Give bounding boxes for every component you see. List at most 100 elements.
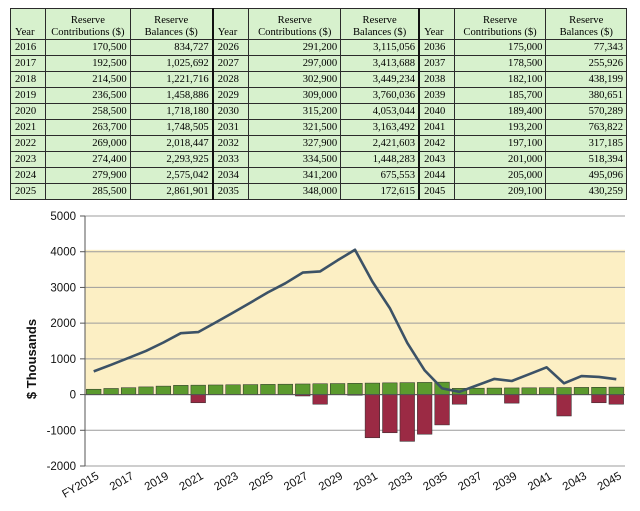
- cell-year: 2026: [211, 39, 250, 56]
- reserve-table: Year Reserve Contributions ($) Reserve Balan…: [9, 8, 627, 200]
- balance-line: [93, 248, 617, 394]
- cell-balance: 3,760,036: [340, 87, 420, 104]
- expense-bar: [434, 394, 450, 426]
- contribution-bar: [469, 387, 485, 395]
- y-tick-label: 4000: [50, 247, 76, 259]
- header-contrib: Reserve Contributions ($): [248, 8, 342, 40]
- cell-balance: 3,115,056: [340, 39, 420, 56]
- cell-contribution: 192,500: [45, 55, 131, 72]
- x-tick-label: 2039: [491, 470, 519, 493]
- cell-contribution: 274,400: [45, 151, 131, 168]
- table-row: 2017 192,500 1,025,692 2027 297,000 3,413,688…: [9, 55, 627, 72]
- contribution-bar: [208, 384, 224, 395]
- y-tick-label: 1000: [50, 354, 76, 366]
- cell-balance: 1,748,505: [129, 119, 214, 136]
- contribution-bar: [382, 382, 398, 395]
- y-tick-label: 3000: [50, 282, 76, 294]
- cell-year: 2018: [9, 71, 47, 88]
- contribution-bar: [364, 382, 380, 395]
- cell-balance: 1,718,180: [129, 103, 214, 120]
- contribution-bar: [190, 384, 206, 395]
- cell-contribution: 341,200: [248, 167, 342, 184]
- cell-year: 2017: [9, 55, 47, 72]
- expense-bar: [190, 394, 206, 404]
- cell-year: 2032: [211, 135, 250, 152]
- cell-year: 2024: [9, 167, 47, 184]
- cell-balance: 2,421,603: [340, 135, 420, 152]
- cell-balance: 430,259: [545, 183, 627, 200]
- cell-balance: 1,458,886: [129, 87, 214, 104]
- header-balance: Reserve Balances ($): [340, 8, 420, 40]
- table-row: 2023 274,400 2,293,925 2033 334,500 1,448,283…: [9, 151, 627, 168]
- contribution-bar: [173, 385, 189, 395]
- expense-bar: [556, 394, 572, 417]
- expense-bar: [382, 394, 398, 434]
- cell-contribution: 189,400: [453, 103, 547, 120]
- contribution-bar: [417, 382, 433, 395]
- cell-balance: 1,025,692: [129, 55, 214, 72]
- expense-bar: [364, 394, 380, 439]
- contribution-bar: [608, 386, 624, 395]
- y-tick-label: 5000: [50, 211, 76, 223]
- cell-year: 2033: [211, 151, 250, 168]
- table-row: 2020 258,500 1,718,180 2030 315,200 4,053,044…: [9, 103, 627, 120]
- contribution-bar: [504, 387, 520, 395]
- cell-balance: 4,053,044: [340, 103, 420, 120]
- contribution-bar: [330, 383, 346, 395]
- x-tick-label: 2033: [387, 470, 415, 493]
- expense-bar: [608, 394, 624, 405]
- cell-year: 2027: [211, 55, 250, 72]
- x-tick-label: 2045: [596, 470, 624, 493]
- x-tick-label: 2021: [178, 470, 206, 493]
- header-year: Year: [9, 8, 47, 40]
- contribution-bar: [138, 386, 154, 395]
- contribution-bar: [556, 387, 572, 395]
- cell-contribution: 209,100: [453, 183, 547, 200]
- cell-contribution: 309,000: [248, 87, 342, 104]
- cell-contribution: 334,500: [248, 151, 342, 168]
- contribution-bar: [155, 385, 171, 395]
- table-row: 2016 170,500 834,727 2026 291,200 3,115,056 20…: [9, 39, 627, 56]
- cell-year: 2022: [9, 135, 47, 152]
- contribution-bar: [295, 383, 311, 395]
- reserve-band: [85, 249, 625, 395]
- cell-contribution: 236,500: [45, 87, 131, 104]
- cell-year: 2036: [418, 39, 455, 56]
- cell-year: 2030: [211, 103, 250, 120]
- expense-bar: [312, 394, 328, 405]
- cell-balance: 3,413,688: [340, 55, 420, 72]
- cell-year: 2037: [418, 55, 455, 72]
- cell-contribution: 258,500: [45, 103, 131, 120]
- x-tick-label: 2041: [526, 470, 554, 493]
- cell-year: 2041: [418, 119, 455, 136]
- cell-balance: 2,861,901: [129, 183, 214, 200]
- cell-contribution: 302,900: [248, 71, 342, 88]
- cell-year: 2020: [9, 103, 47, 120]
- contribution-bar: [399, 382, 415, 395]
- cell-contribution: 279,900: [45, 167, 131, 184]
- cell-balance: 763,822: [545, 119, 627, 136]
- cell-contribution: 197,100: [453, 135, 547, 152]
- contribution-bar: [86, 388, 102, 395]
- x-tick-label: 2043: [561, 470, 589, 493]
- cell-balance: 255,926: [545, 55, 627, 72]
- cell-contribution: 175,000: [453, 39, 547, 56]
- expense-bar: [451, 394, 468, 405]
- header-contrib: Reserve Contributions ($): [45, 8, 131, 40]
- table-row: 2025 285,500 2,861,901 2035 348,000 172,615 20…: [9, 183, 627, 200]
- cell-year: 2028: [211, 71, 250, 88]
- cell-contribution: 348,000: [248, 183, 342, 200]
- table-row: 2024 279,900 2,575,042 2034 341,200 675,553 20…: [9, 167, 627, 184]
- cell-contribution: 205,000: [453, 167, 547, 184]
- cell-balance: 380,651: [545, 87, 627, 104]
- cell-year: 2023: [9, 151, 47, 168]
- cell-contribution: 327,900: [248, 135, 342, 152]
- expense-bar: [399, 394, 415, 442]
- x-tick-label: 2023: [212, 470, 240, 493]
- cell-year: 2039: [418, 87, 455, 104]
- contribution-bar: [260, 384, 276, 395]
- cell-year: 2021: [9, 119, 47, 136]
- cell-year: 2040: [418, 103, 455, 120]
- y-axis-label: $ Thousands: [24, 319, 39, 399]
- cell-year: 2031: [211, 119, 250, 136]
